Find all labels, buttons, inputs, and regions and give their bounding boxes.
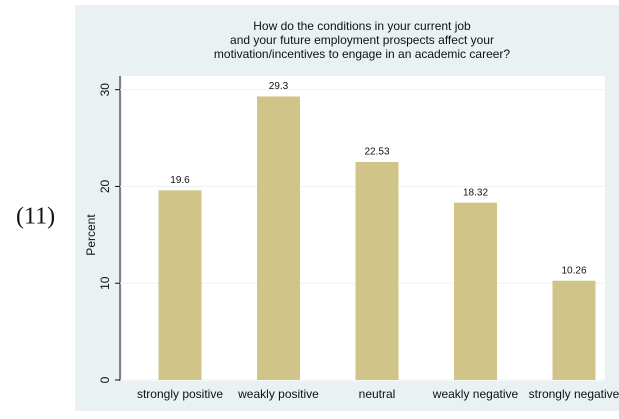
y-tick-label: 20 bbox=[98, 179, 112, 193]
bar bbox=[158, 190, 202, 380]
x-tick-label: neutral bbox=[359, 387, 396, 401]
bar bbox=[454, 202, 497, 380]
y-tick-label: 30 bbox=[98, 83, 112, 97]
y-axis-label: Percent bbox=[84, 214, 98, 256]
value-label: 19.6 bbox=[170, 175, 190, 186]
y-tick-label: 10 bbox=[98, 276, 112, 290]
value-label: 22.53 bbox=[364, 147, 389, 158]
bar bbox=[552, 280, 596, 380]
value-label: 18.32 bbox=[463, 187, 488, 198]
x-tick-label: weakly positive bbox=[237, 387, 319, 401]
y-tick-label: 0 bbox=[98, 376, 112, 383]
value-label: 10.26 bbox=[561, 265, 586, 276]
x-tick-label: weakly negative bbox=[432, 387, 519, 401]
chart-title: and your future employment prospects aff… bbox=[230, 33, 494, 47]
x-tick-label: strongly positive bbox=[137, 387, 223, 401]
chart-title: motivation/incentives to engage in an ac… bbox=[214, 47, 511, 61]
x-tick-label: strongly negative bbox=[529, 387, 619, 401]
chart-title: How do the conditions in your current jo… bbox=[253, 19, 471, 33]
figure-label: (11) bbox=[16, 204, 55, 230]
bar bbox=[355, 161, 399, 380]
bar bbox=[257, 96, 300, 381]
value-label: 29.3 bbox=[269, 81, 289, 92]
